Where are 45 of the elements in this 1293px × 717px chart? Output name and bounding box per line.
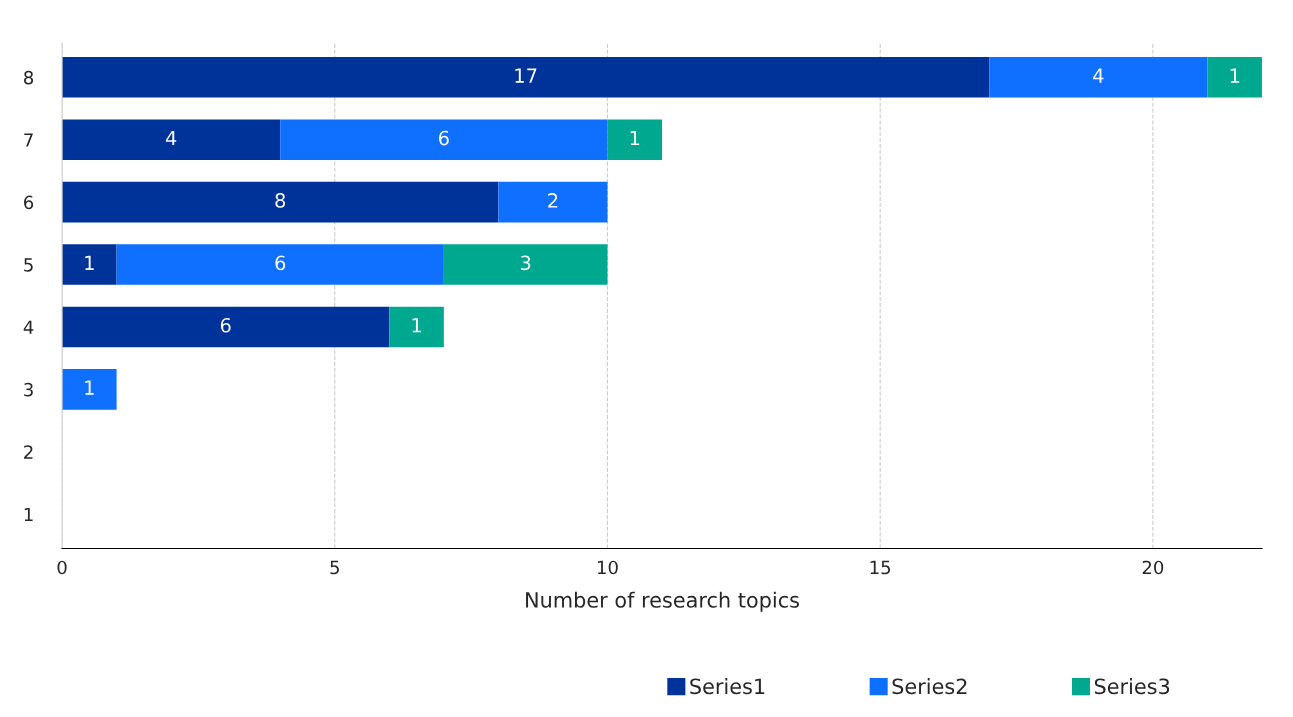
data-label: 6 (220, 317, 231, 333)
data-label: 6 (439, 130, 449, 146)
data-label: 6 (275, 255, 286, 271)
y-tick-label: 8 (24, 70, 34, 85)
y-tick-label: 4 (23, 320, 34, 334)
data-label: 4 (165, 130, 177, 146)
data-label: 4 (1093, 68, 1104, 83)
data-label: 1 (1230, 68, 1240, 83)
bar (62, 369, 117, 410)
bar (116, 244, 444, 285)
legend-label: Series2 (892, 678, 967, 695)
data-label: 1 (412, 318, 421, 333)
data-label: 1 (630, 130, 640, 146)
bar (62, 119, 281, 161)
bar (62, 244, 117, 285)
bar (62, 306, 390, 348)
y-tick-label: 3 (24, 382, 33, 397)
legend-label: Series3 (1094, 678, 1170, 695)
y-tick-label: 5 (24, 258, 33, 272)
data-label: 2 (548, 193, 558, 208)
y-tick-label: 2 (24, 445, 33, 459)
bar (607, 119, 663, 161)
bar (62, 181, 499, 223)
bar (443, 244, 608, 285)
bar (62, 57, 990, 98)
x-tick-label: 0 (57, 560, 67, 575)
bar (1207, 57, 1262, 98)
bar (989, 57, 1208, 98)
data-label: 3 (520, 255, 531, 271)
x-tick-label: 15 (870, 560, 891, 575)
data-label: 1 (85, 255, 94, 270)
x-axis-title: Number of research topics (526, 591, 799, 612)
bar (498, 181, 608, 223)
x-tick-label: 10 (597, 560, 618, 575)
bar (389, 306, 444, 348)
x-tick-label: 5 (330, 560, 339, 575)
data-label: 17 (515, 68, 537, 83)
y-tick-label: 7 (24, 133, 33, 147)
data-label: 1 (85, 380, 94, 395)
x-tick-label: 20 (1142, 560, 1164, 575)
y-tick-label: 6 (24, 195, 34, 210)
y-tick-label: 1 (24, 507, 33, 522)
bar (280, 119, 608, 161)
legend-label: Series1 (690, 678, 765, 695)
data-label: 8 (275, 193, 286, 208)
